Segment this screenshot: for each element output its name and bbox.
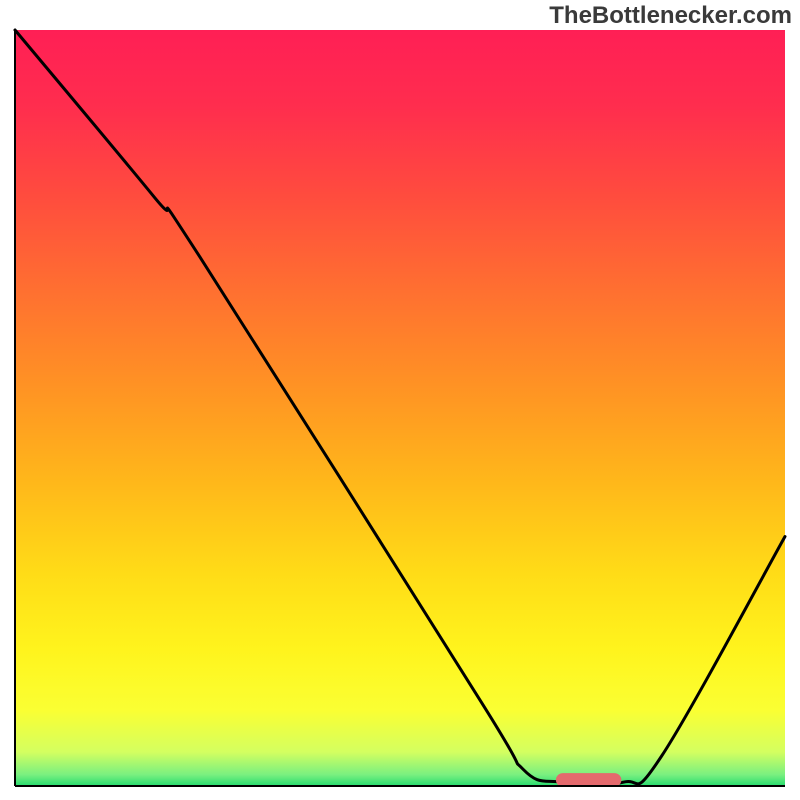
plot-gradient-bg bbox=[15, 30, 785, 786]
bottleneck-chart bbox=[0, 0, 800, 800]
watermark-text: TheBottlenecker.com bbox=[549, 2, 792, 30]
chart-container: TheBottlenecker.com bbox=[0, 0, 800, 800]
optimal-range-marker bbox=[556, 773, 621, 787]
